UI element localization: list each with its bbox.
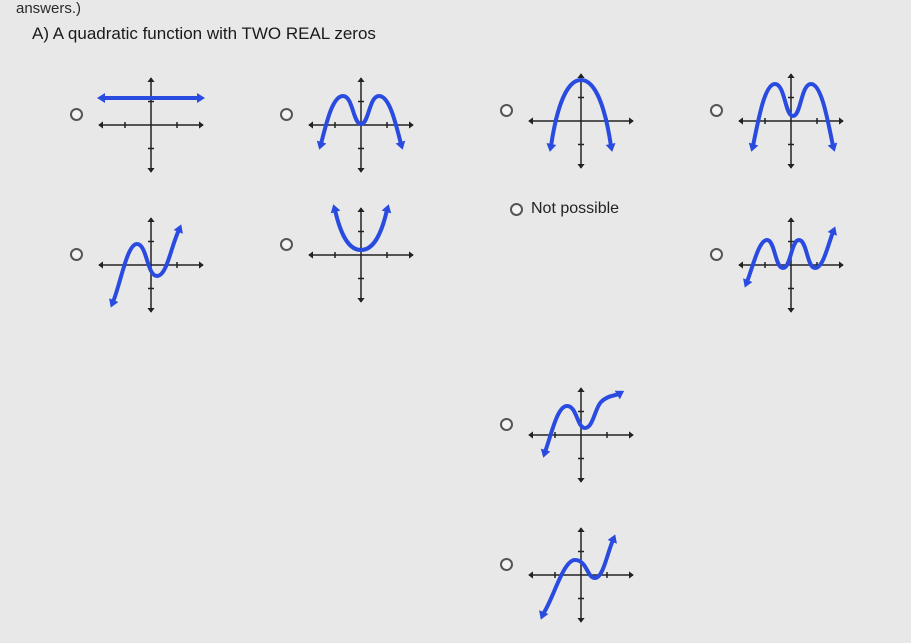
option-graph <box>521 66 641 176</box>
question-prompt: A) A quadratic function with TWO REAL ze… <box>32 24 376 44</box>
function-curve <box>539 534 617 619</box>
radio-button[interactable] <box>70 108 83 121</box>
answer-option[interactable] <box>70 70 211 180</box>
option-text-label: Not possible <box>531 200 619 218</box>
answer-option[interactable] <box>710 66 851 176</box>
radio-button[interactable] <box>500 104 513 117</box>
function-curve <box>749 84 837 152</box>
header-fragment: answers.) <box>16 0 81 17</box>
answer-option[interactable] <box>70 210 211 320</box>
function-curve <box>109 224 183 307</box>
radio-button[interactable] <box>710 248 723 261</box>
answer-option[interactable] <box>500 520 641 630</box>
function-curve <box>541 391 624 458</box>
option-graph <box>91 70 211 180</box>
radio-button[interactable] <box>510 203 523 216</box>
radio-button[interactable] <box>280 108 293 121</box>
answer-option[interactable] <box>500 66 641 176</box>
answer-option[interactable] <box>280 70 421 180</box>
option-graph <box>731 66 851 176</box>
radio-button[interactable] <box>280 238 293 251</box>
answer-option[interactable]: Not possible <box>510 200 619 218</box>
function-curve <box>743 226 837 287</box>
answer-option[interactable] <box>710 210 851 320</box>
radio-button[interactable] <box>500 558 513 571</box>
answer-option[interactable] <box>500 380 641 490</box>
radio-button[interactable] <box>710 104 723 117</box>
answer-option[interactable] <box>280 200 421 310</box>
radio-button[interactable] <box>500 418 513 431</box>
option-graph <box>521 380 641 490</box>
option-graph <box>731 210 851 320</box>
radio-button[interactable] <box>70 248 83 261</box>
option-graph <box>91 210 211 320</box>
option-graph <box>521 520 641 630</box>
option-graph <box>301 200 421 310</box>
option-graph <box>301 70 421 180</box>
